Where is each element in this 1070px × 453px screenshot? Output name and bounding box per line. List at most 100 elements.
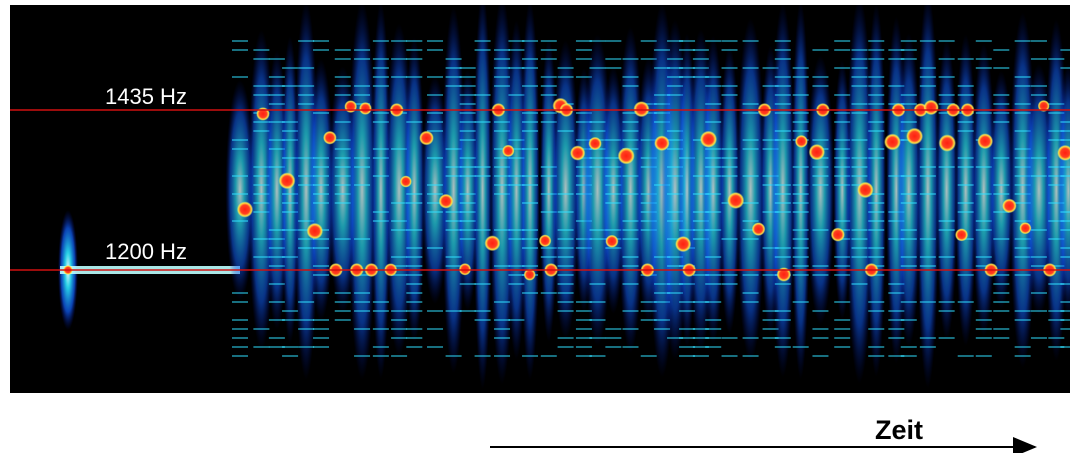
harmonic-streak xyxy=(901,256,917,258)
harmonic-streak xyxy=(793,256,809,258)
harmonic-streak xyxy=(494,319,510,321)
harmonic-streak xyxy=(1031,157,1047,159)
harmonic-streak xyxy=(958,157,974,159)
harmonic-streak xyxy=(958,184,974,186)
harmonic-streak xyxy=(282,355,298,357)
harmonic-streak xyxy=(622,346,638,348)
harmonic-streak xyxy=(976,337,992,339)
harmonic-streak xyxy=(406,229,422,231)
harmonic-streak xyxy=(976,220,992,222)
harmonic-streak xyxy=(373,346,389,348)
harmonic-streak xyxy=(558,310,574,312)
harmonic-streak xyxy=(558,76,574,78)
harmonic-streak xyxy=(335,121,351,123)
harmonic-streak xyxy=(679,49,695,51)
harmonic-streak xyxy=(1031,175,1047,177)
harmonic-streak xyxy=(475,94,491,96)
harmonic-streak xyxy=(605,40,621,42)
harmonic-streak xyxy=(313,319,329,321)
harmonic-streak xyxy=(868,346,884,348)
harmonic-streak xyxy=(460,103,476,105)
harmonic-streak xyxy=(576,49,592,51)
harmonic-streak xyxy=(705,85,721,87)
harmonic-streak xyxy=(622,256,638,258)
harmonic-streak xyxy=(269,301,285,303)
harmonic-streak xyxy=(851,157,867,159)
harmonic-streak xyxy=(834,301,850,303)
harmonic-streak xyxy=(722,274,738,276)
harmonic-streak xyxy=(391,337,407,339)
signal-glow xyxy=(473,0,491,390)
harmonic-streak xyxy=(406,310,422,312)
harmonic-streak xyxy=(958,211,974,213)
harmonic-streak xyxy=(269,103,285,105)
harmonic-streak xyxy=(1060,121,1070,123)
harmonic-streak xyxy=(354,94,370,96)
signal-peak xyxy=(727,192,744,209)
harmonic-streak xyxy=(793,130,809,132)
harmonic-streak xyxy=(354,85,370,87)
harmonic-streak xyxy=(705,166,721,168)
harmonic-streak xyxy=(460,94,476,96)
harmonic-streak xyxy=(722,283,738,285)
harmonic-streak xyxy=(576,328,592,330)
harmonic-streak xyxy=(391,58,407,60)
harmonic-streak xyxy=(976,355,992,357)
harmonic-streak xyxy=(406,265,422,267)
harmonic-streak xyxy=(446,355,462,357)
harmonic-streak xyxy=(522,67,538,69)
signal-peak xyxy=(857,182,873,198)
harmonic-streak xyxy=(298,328,314,330)
harmonic-streak xyxy=(901,193,917,195)
harmonic-streak xyxy=(920,256,936,258)
harmonic-streak xyxy=(693,355,709,357)
harmonic-streak xyxy=(993,283,1009,285)
harmonic-streak xyxy=(976,112,992,114)
harmonic-streak xyxy=(920,346,936,348)
harmonic-streak xyxy=(1015,85,1031,87)
signal-peak xyxy=(279,172,296,189)
harmonic-streak xyxy=(958,355,974,357)
harmonic-streak xyxy=(541,292,557,294)
harmonic-streak xyxy=(335,310,351,312)
harmonic-streak xyxy=(522,238,538,240)
harmonic-streak xyxy=(460,202,476,204)
harmonic-streak xyxy=(1031,292,1047,294)
harmonic-streak xyxy=(901,229,917,231)
harmonic-streak xyxy=(269,283,285,285)
harmonic-streak xyxy=(705,229,721,231)
harmonic-streak xyxy=(901,40,917,42)
harmonic-streak xyxy=(743,292,759,294)
signal-peak xyxy=(809,144,825,160)
harmonic-streak xyxy=(558,283,574,285)
harmonic-streak xyxy=(475,283,491,285)
harmonic-streak xyxy=(993,157,1009,159)
harmonic-streak xyxy=(901,94,917,96)
harmonic-streak xyxy=(589,40,605,42)
harmonic-streak xyxy=(232,346,248,348)
harmonic-streak xyxy=(705,301,721,303)
harmonic-streak xyxy=(868,256,884,258)
harmonic-streak xyxy=(589,319,605,321)
harmonic-streak xyxy=(851,49,867,51)
harmonic-streak xyxy=(232,148,248,150)
harmonic-streak xyxy=(269,337,285,339)
harmonic-streak xyxy=(589,121,605,123)
harmonic-streak xyxy=(1015,40,1031,42)
harmonic-streak xyxy=(335,94,351,96)
harmonic-streak xyxy=(475,229,491,231)
harmonic-streak xyxy=(475,49,491,51)
harmonic-streak xyxy=(851,85,867,87)
harmonic-streak xyxy=(793,301,809,303)
harmonic-streak xyxy=(993,121,1009,123)
signal-peak xyxy=(795,135,808,148)
harmonic-streak xyxy=(743,103,759,105)
harmonic-streak xyxy=(868,121,884,123)
harmonic-streak xyxy=(406,58,422,60)
harmonic-streak xyxy=(522,355,538,357)
harmonic-streak xyxy=(313,112,329,114)
harmonic-streak xyxy=(743,112,759,114)
harmonic-streak xyxy=(834,346,850,348)
harmonic-streak xyxy=(541,94,557,96)
harmonic-streak xyxy=(622,121,638,123)
